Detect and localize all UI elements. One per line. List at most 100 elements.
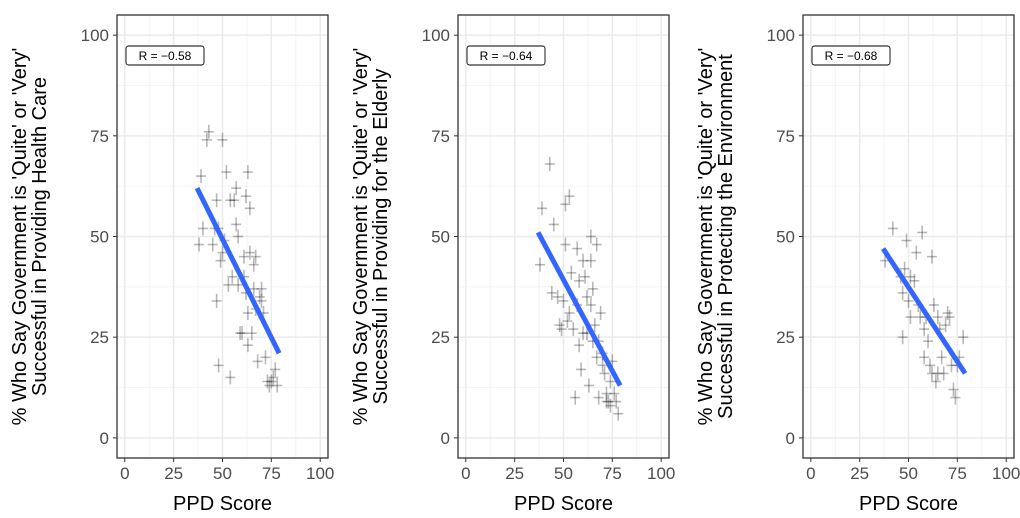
data-point [552,289,563,304]
data-point [535,257,546,272]
data-point [562,314,573,329]
data-point [270,362,281,377]
data-point [595,306,606,321]
data-point [266,374,277,389]
y-tick-label: 50 [431,228,450,247]
annotation-label: R = −0.58 [139,49,192,63]
regression-line [535,231,623,387]
data-point [605,398,616,413]
y-axis-title-line-1: % Who Say Government is 'Quite' or 'Very… [9,48,31,426]
data-point [197,221,208,236]
data-point [213,358,224,373]
data-point [252,354,263,369]
regression-line [881,247,968,375]
data-point [581,289,592,304]
data-point [225,193,236,208]
x-tick-label: 75 [948,464,967,483]
data-point [238,249,249,264]
y-tick-label: 0 [441,429,450,448]
data-point [201,132,212,147]
data-point [601,386,612,401]
data-point [579,269,590,284]
data-point [196,169,207,184]
data-point [583,378,594,393]
y-axis-title-line-1: % Who Say Government is 'Quite' or 'Very… [350,48,372,426]
y-tick-label: 100 [767,26,795,45]
data-point [930,374,941,389]
data-point [272,378,283,393]
x-axis-title: PPD Score [859,493,958,515]
data-point [574,338,585,353]
data-point [254,289,265,304]
data-point [591,350,602,365]
y-axis-title-line-1: % Who Say Government is 'Quite' or 'Very… [695,48,717,426]
data-point [585,297,596,312]
x-tick-label: 100 [647,464,675,483]
x-tick-label: 50 [554,464,573,483]
data-point [237,326,248,341]
x-tick-label: 25 [505,464,524,483]
y-tick-label: 75 [90,127,109,146]
y-axis-title-line-2: Successful in Protecting the Environment [715,54,737,419]
data-point [211,193,222,208]
data-point [242,165,253,180]
y-tick-label: 0 [100,429,109,448]
data-point [603,394,614,409]
data-point [909,273,920,288]
data-point [233,229,244,244]
data-point [932,366,943,381]
data-point [544,157,555,172]
data-point [556,322,567,337]
data-point [233,277,244,292]
data-point [568,322,579,337]
panel-2: R = −0.64 0 25 50 75 100 0 25 50 75 100 PPD Score % … [350,14,675,515]
data-point [601,394,612,409]
data-point [566,265,577,280]
data-point [235,326,246,341]
data-point [564,189,575,204]
data-point [260,350,271,365]
data-point [229,193,240,208]
panel-3: R = −0.68 0 25 50 75 100 0 25 50 75 100 PPD Score % … [695,14,1020,515]
data-point [585,253,596,268]
data-point [227,269,238,284]
data-point [215,253,226,268]
x-tick-label: 100 [306,464,334,483]
data-point [244,201,255,216]
data-point [574,273,585,288]
x-tick-label: 50 [899,464,918,483]
x-tick-label: 75 [262,464,281,483]
data-point [919,322,930,337]
data-point [919,350,930,365]
data-point [950,390,961,405]
annotation-box [811,45,891,66]
data-point [942,306,953,321]
panel-1: R = −0.58 0 25 50 75 100 0 25 50 75 100 PPD Score % … [9,14,334,515]
data-point [901,233,912,248]
data-point [928,297,939,312]
x-tick-label: 100 [992,464,1020,483]
data-point [589,318,600,333]
data-point [613,406,624,421]
data-point [231,217,242,232]
data-point [578,326,589,341]
data-point [244,245,255,260]
data-point [915,310,926,325]
data-point [605,374,616,389]
data-point [194,237,205,252]
data-point [958,330,969,345]
data-point [264,378,275,393]
y-tick-label: 50 [90,228,109,247]
data-point [948,382,959,397]
data-point [256,281,267,296]
data-point [599,366,610,381]
x-tick-label: 75 [603,464,622,483]
data-point [597,358,608,373]
data-point [268,370,279,385]
data-point [256,293,267,308]
x-axis-title: PPD Score [173,493,272,515]
data-point [940,318,951,333]
data-point [548,217,559,232]
data-point [250,249,261,264]
